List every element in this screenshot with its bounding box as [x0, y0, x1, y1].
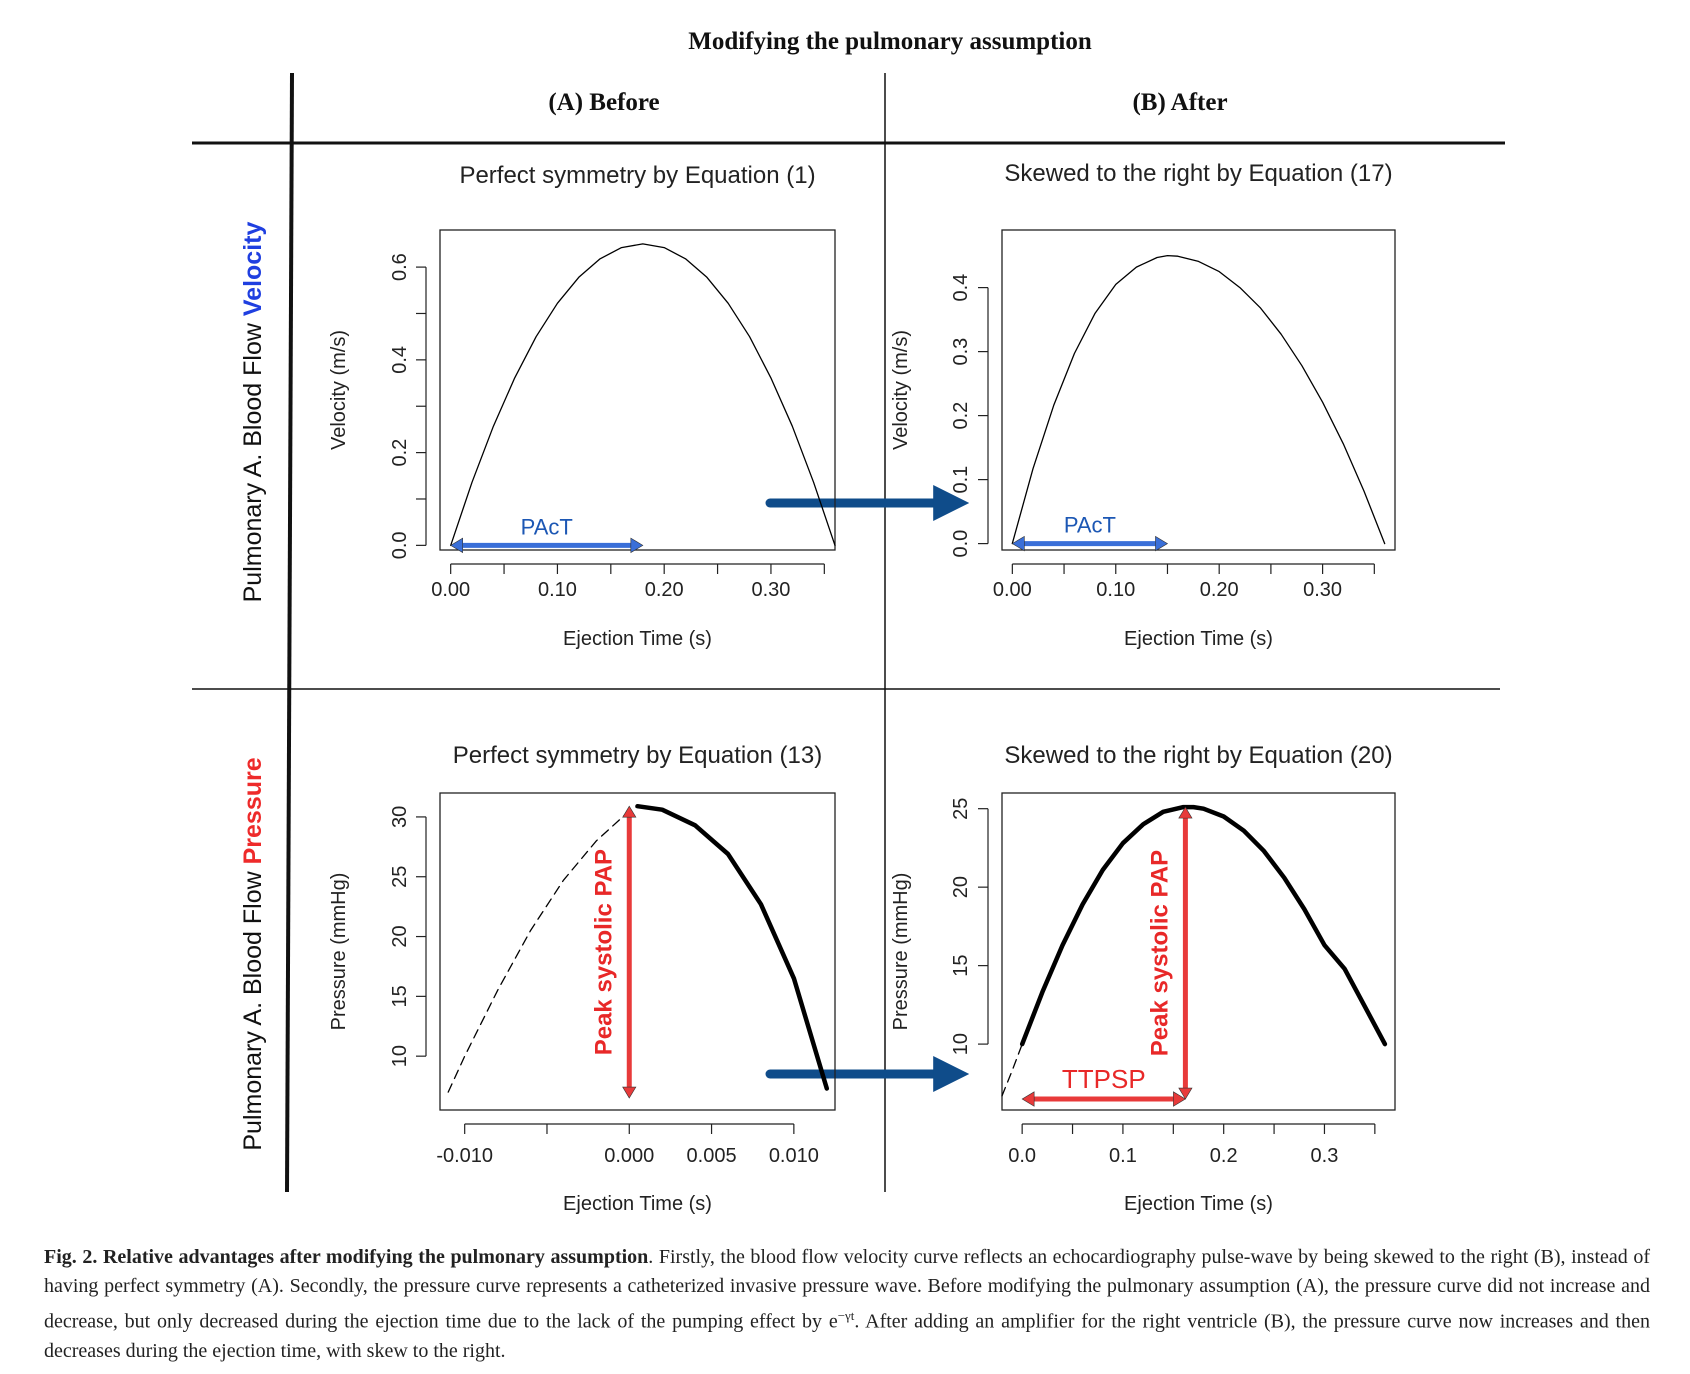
plot-box — [439, 792, 836, 1111]
x-tick-label: 0.3 — [1311, 1145, 1339, 1167]
x-tick-label: 0.10 — [538, 579, 577, 601]
annotation-label-pact: PAcT — [521, 514, 573, 539]
figure: Modifying the pulmonary assumption (A) B… — [192, 28, 1505, 1215]
y-axis-label: Pressure (mmHg) — [328, 873, 350, 1031]
x-tick-label: 0.10 — [1096, 579, 1135, 601]
chart-title: Skewed to the right by Equation (20) — [1004, 742, 1392, 769]
x-axis-label: Ejection Time (s) — [1124, 1193, 1273, 1215]
annotation-peak-arrow: Peak systolic PAP — [1146, 806, 1193, 1100]
arrow-head-right — [1173, 1091, 1186, 1107]
x-tick-label: -0.010 — [436, 1145, 493, 1167]
x-tick-label: 0.000 — [604, 1145, 654, 1167]
caption-sup: −γt — [837, 1308, 855, 1323]
y-tick-label: 0.4 — [389, 346, 411, 374]
y-tick-label: 10 — [389, 1045, 411, 1067]
chart-panels: Perfect symmetry by Equation (1)0.00 0.10… — [328, 160, 1396, 1215]
y-tick-label: 0.0 — [389, 531, 411, 559]
annotation-pact-arrow: PAcT — [450, 514, 644, 554]
caption-tail: . After adding an amplifier for the righ… — [44, 1310, 1650, 1362]
chart-panel-B-velocity: Skewed to the right by Equation (17)0.00… — [890, 160, 1396, 650]
annotation-ttpsp-arrow: TTPSP — [1021, 1064, 1186, 1107]
row-label-pressure-prefix: Pulmonary A. Blood Flow — [239, 864, 267, 1150]
chart-title: Skewed to the right by Equation (17) — [1004, 160, 1392, 187]
row-label-velocity-prefix: Pulmonary A. Blood Flow — [239, 316, 267, 602]
series-line-thick — [1019, 804, 1388, 1047]
x-tick-label: 0.010 — [769, 1145, 819, 1167]
annotation-label-peak-systolic-pap: Peak systolic PAP — [1146, 850, 1173, 1056]
x-tick-label: 0.0 — [1008, 1145, 1036, 1167]
frame-vline-left — [285, 72, 294, 1193]
y-tick-label: 0.1 — [950, 466, 972, 494]
grid-frame — [192, 72, 1505, 1193]
arrow-head-left — [1021, 1091, 1035, 1107]
series-line-thin — [450, 243, 836, 547]
row-label-pressure: Pulmonary A. Blood Flow Pressure — [239, 757, 267, 1150]
y-tick-label: 20 — [389, 925, 411, 947]
x-tick-label: 0.00 — [431, 579, 470, 601]
plot-box — [439, 229, 836, 551]
x-axis-label: Ejection Time (s) — [563, 628, 712, 650]
series-line-dashed — [1001, 1043, 1023, 1097]
plot-box — [1001, 229, 1396, 551]
annotation-pact-arrow: PAcT — [1011, 513, 1169, 552]
y-tick-label: 20 — [950, 876, 972, 898]
row-label-velocity: Pulmonary A. Blood Flow Velocity — [239, 222, 267, 603]
col-title-before: (A) Before — [548, 89, 659, 116]
row-label-pressure-word: Pressure — [239, 757, 267, 864]
x-tick-label: 0.30 — [751, 579, 790, 601]
y-tick-label: 15 — [950, 954, 972, 976]
x-tick-label: 0.20 — [1200, 579, 1239, 601]
caption-body: . Firstly, the blood flow velocity curve… — [44, 1246, 1650, 1333]
chart-title: Perfect symmetry by Equation (1) — [459, 162, 815, 189]
y-tick-label: 0.0 — [950, 530, 972, 558]
chart-panel-A-velocity: Perfect symmetry by Equation (1) 0.00 0.10… — [328, 162, 836, 650]
arrow-head-right — [1155, 535, 1169, 552]
x-axis-label: Ejection Time (s) — [1124, 628, 1273, 650]
main-title: Modifying the pulmonary assumption — [688, 28, 1092, 55]
col-title-after: (B) After — [1132, 89, 1227, 116]
arrow-head-up — [622, 805, 637, 818]
y-tick-label: 0.2 — [950, 402, 972, 430]
arrow-head-down — [1178, 1087, 1193, 1100]
x-tick-label: 0.00 — [993, 579, 1032, 601]
annotation-peak-arrow: Peak systolic PAP — [590, 805, 637, 1099]
chart-panel-A-pressure: Perfect symmetry by Equation (13) -0.010 0… — [328, 742, 836, 1215]
y-tick-label: 0.6 — [389, 253, 411, 281]
x-axis-label: Ejection Time (s) — [563, 1193, 712, 1215]
series-line-thin — [1011, 254, 1386, 545]
y-axis-label: Pressure (mmHg) — [890, 873, 912, 1031]
figure-caption: Fig. 2. Relative advantages after modify… — [44, 1243, 1650, 1366]
arrow-head-down — [622, 1086, 637, 1099]
row-label-velocity-word: Velocity — [239, 222, 267, 317]
y-tick-label: 0.4 — [950, 274, 972, 302]
series-line-thick — [635, 803, 830, 1091]
y-tick-label: 25 — [389, 866, 411, 888]
caption-lead: Fig. 2. Relative advantages after modify… — [44, 1246, 649, 1268]
y-tick-label: 0.3 — [950, 338, 972, 366]
y-tick-label: 15 — [389, 985, 411, 1007]
annotation-label-peak-systolic-pap: Peak systolic PAP — [590, 849, 617, 1055]
chart-title: Perfect symmetry by Equation (13) — [453, 742, 822, 769]
x-tick-label: 0.1 — [1109, 1145, 1137, 1167]
x-tick-label: 0.005 — [687, 1145, 737, 1167]
chart-panel-B-pressure: Skewed to the right by Equation (20) 0.0 0… — [890, 742, 1396, 1215]
y-axis-label: Velocity (m/s) — [890, 330, 912, 450]
y-tick-label: 25 — [950, 798, 972, 820]
arrow-head-left — [450, 537, 463, 554]
y-tick-label: 10 — [950, 1033, 972, 1055]
y-tick-label: 30 — [389, 806, 411, 828]
arrow-head-up — [1178, 806, 1193, 819]
x-tick-label: 0.20 — [645, 579, 684, 601]
x-tick-label: 0.30 — [1303, 579, 1342, 601]
arrow-head-right — [630, 537, 644, 554]
arrow-head-left — [1011, 535, 1025, 552]
y-tick-label: 0.2 — [389, 439, 411, 467]
annotation-label-pact: PAcT — [1064, 513, 1116, 538]
x-tick-label: 0.2 — [1210, 1145, 1238, 1167]
annotation-label-ttpsp: TTPSP — [1062, 1064, 1146, 1094]
plot-box — [1001, 792, 1396, 1111]
y-axis-label: Velocity (m/s) — [328, 330, 350, 450]
